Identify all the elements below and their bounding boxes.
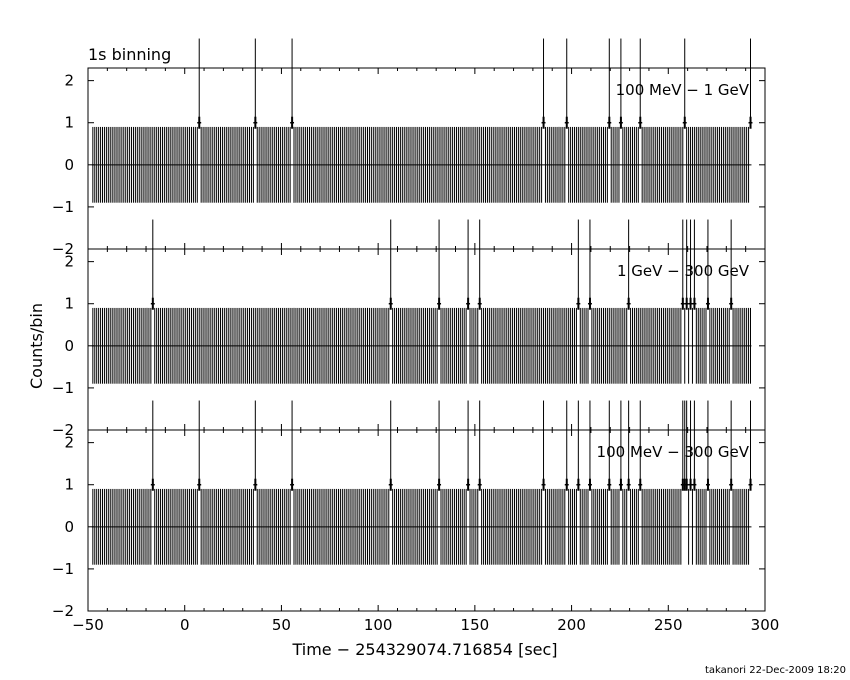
x-tick-label: −50 [72,616,104,634]
panel-1: −2 −1 0 1 2 100 MeV − 1 GeV [52,38,766,258]
x-tick-label: 300 [751,616,780,634]
y-tick-label: −2 [52,240,74,258]
panel-energy-label: 100 MeV − 1 GeV [616,81,750,99]
y-tick-label: 0 [64,337,74,355]
y-tick-label: 1 [64,114,74,132]
x-tick-label: 50 [272,616,291,634]
y-axis-title: Counts/bin [27,303,46,389]
x-tick-label: 150 [461,616,490,634]
error-bars [92,400,751,565]
y-tick-label: 0 [64,156,74,174]
x-tick-label: 100 [364,616,393,634]
panel-energy-label: 1 GeV − 300 GeV [617,262,750,280]
panel-3: −2 −1 0 1 2 −50 0 50 100 150 200 250 300 100 MeV − 30… [52,400,780,634]
y-tick-label: −1 [52,560,74,578]
x-tick-label: 250 [654,616,683,634]
x-tick-label: 200 [557,616,586,634]
y-tick-label: 2 [64,253,74,271]
panel-2: −2 −1 0 1 2 1 GeV − 300 GeV [52,219,766,439]
x-axis-title: Time − 254329074.716854 [sec] [291,640,557,659]
y-tick-label: −2 [52,602,74,620]
x-tick-label: 0 [180,616,190,634]
y-tick-label: 0 [64,518,74,536]
footer-credit: takanori 22-Dec-2009 18:20 [705,665,846,676]
figure-title: 1s binning [88,45,171,64]
y-tick-label: 1 [64,295,74,313]
panels: −2 −1 0 1 2 100 MeV − 1 GeV −2 −1 0 1 2 1 GeV − 300… [52,38,780,634]
y-tick-label: 2 [64,434,74,452]
y-tick-label: 2 [64,72,74,90]
y-tick-label: −1 [52,379,74,397]
y-tick-label: −2 [52,421,74,439]
panel-frame [87,429,766,612]
y-tick-label: 1 [64,476,74,494]
y-tick-label: −1 [52,198,74,216]
error-bars [92,219,751,384]
error-bars [92,38,751,203]
panel-energy-label: 100 MeV − 300 GeV [597,443,750,461]
